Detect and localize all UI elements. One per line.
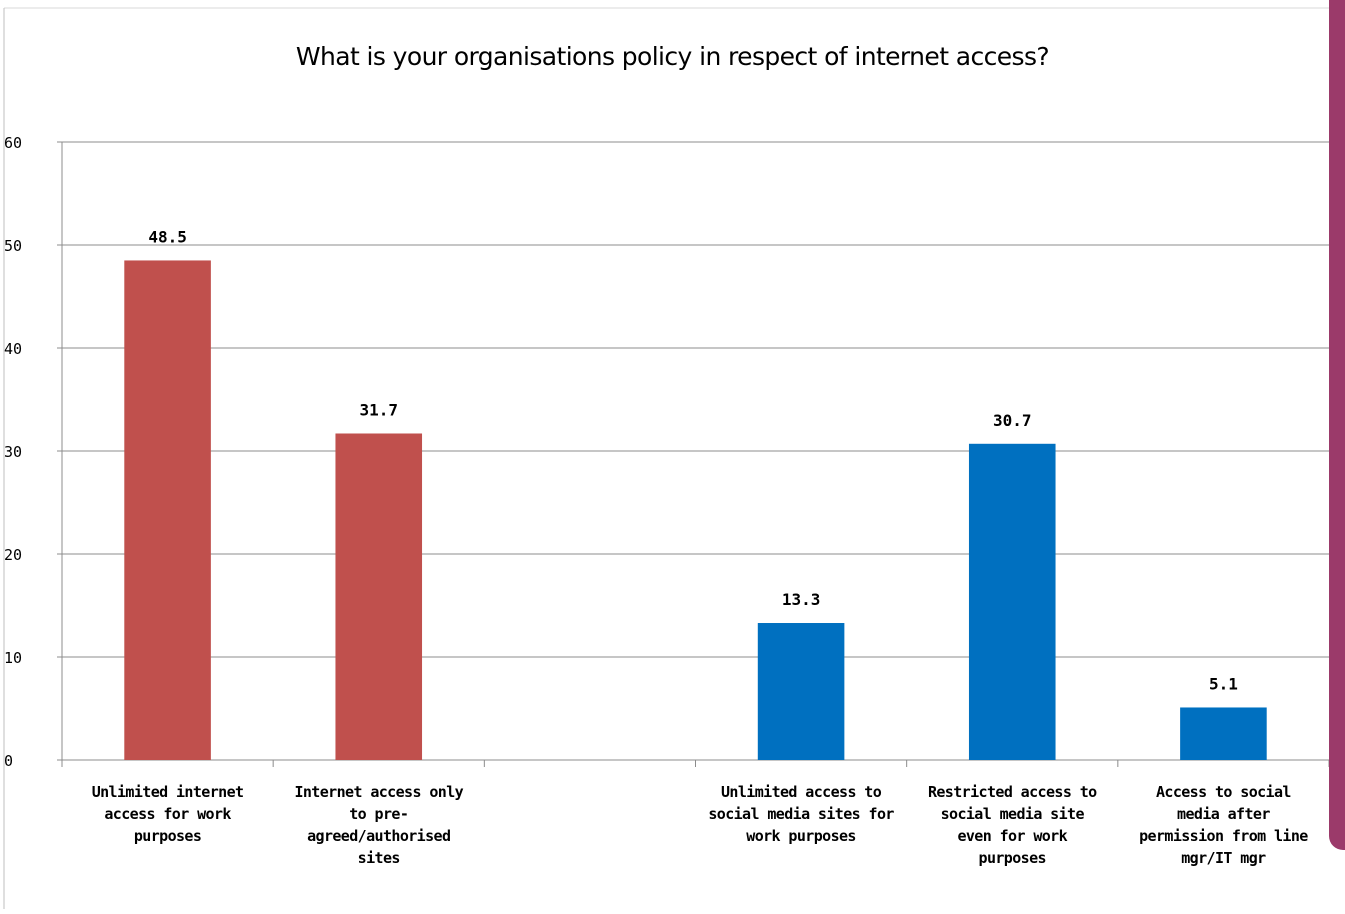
y-tick-label: 0 (4, 752, 13, 770)
x-category-label: access for work (104, 805, 231, 823)
y-tick-label: 60 (4, 134, 22, 152)
bar (757, 623, 845, 760)
data-label: 30.7 (993, 411, 1032, 430)
x-category-label: social media sites for (708, 805, 894, 823)
bar (335, 433, 423, 760)
bar (1180, 707, 1267, 760)
x-category-label: media after (1177, 805, 1270, 823)
x-category-label: work purposes (746, 827, 856, 845)
data-label: 48.5 (148, 227, 187, 246)
y-tick-label: 30 (4, 443, 22, 461)
x-category-label: even for work (957, 827, 1067, 845)
y-tick-label: 10 (4, 649, 22, 667)
y-tick-label: 40 (4, 340, 22, 358)
x-category-label: agreed/authorised (307, 827, 450, 845)
y-tick-label: 20 (4, 546, 22, 564)
accent-panel (1329, 0, 1345, 850)
x-category-label: sites (358, 849, 400, 867)
x-category-label: purposes (134, 827, 201, 845)
y-tick-label: 50 (4, 237, 22, 255)
bar (968, 443, 1056, 760)
x-category-label: Internet access only (294, 783, 463, 801)
data-label: 31.7 (359, 400, 398, 419)
x-category-label: Unlimited internet (92, 783, 244, 801)
data-label: 5.1 (1209, 674, 1238, 693)
data-label: 13.3 (782, 590, 821, 609)
x-category-label: mgr/IT mgr (1181, 849, 1266, 867)
x-category-label: Unlimited access to (721, 783, 882, 801)
chart-title: What is your organisations policy in res… (295, 42, 1050, 71)
x-category-label: to pre- (349, 805, 408, 823)
x-category-label: Restricted access to (928, 783, 1097, 801)
x-category-label: social media site (941, 805, 1085, 823)
bar (124, 260, 211, 760)
x-category-label: purposes (979, 849, 1046, 867)
x-category-label: permission from line (1139, 827, 1308, 845)
x-category-label: Access to social (1156, 783, 1291, 801)
